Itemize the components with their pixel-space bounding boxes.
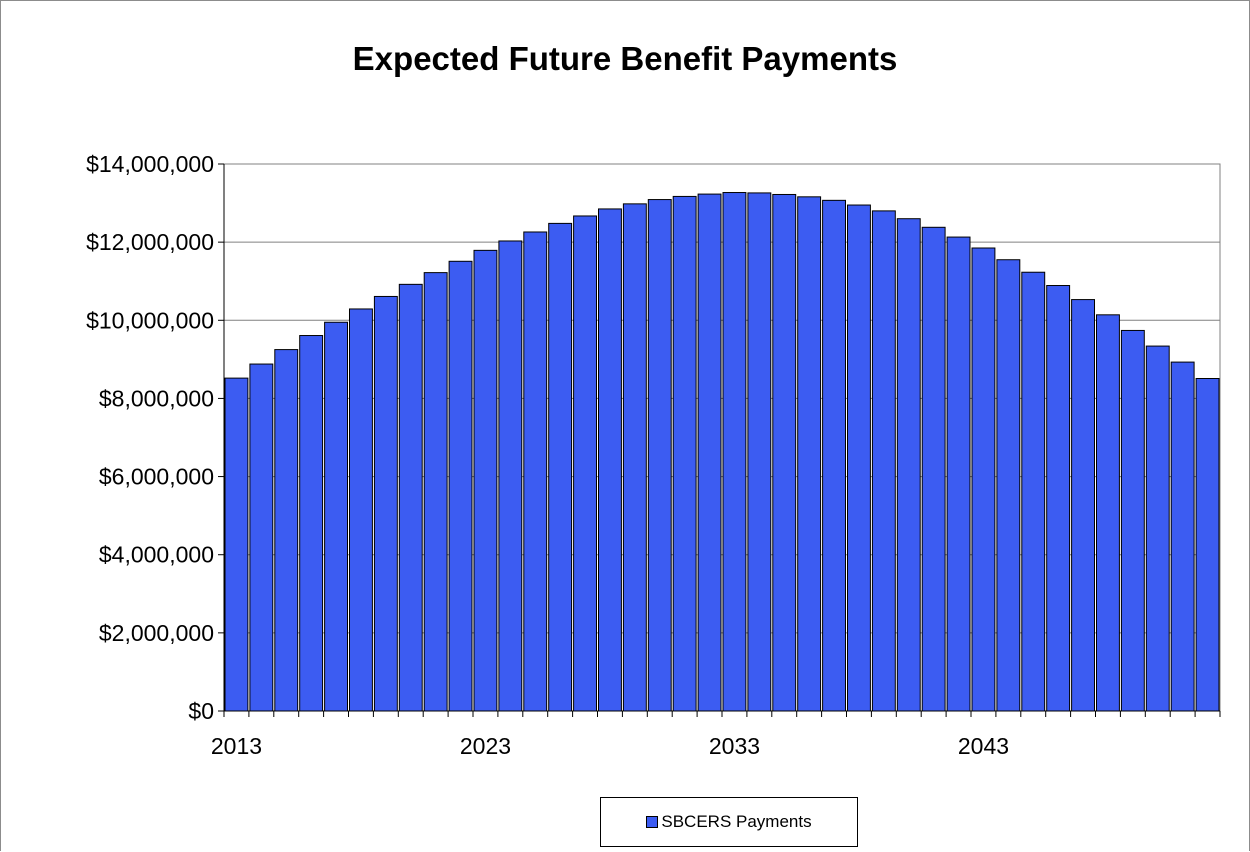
bar bbox=[697, 193, 722, 712]
y-tick-label: $10,000,000 bbox=[86, 307, 214, 333]
x-tick-label: 2013 bbox=[211, 733, 262, 759]
bar bbox=[349, 308, 373, 712]
bar bbox=[822, 199, 846, 712]
bar bbox=[274, 349, 299, 712]
x-tick-label: 2043 bbox=[958, 733, 1009, 759]
bar bbox=[896, 218, 921, 712]
bar bbox=[224, 377, 249, 712]
bar bbox=[996, 259, 1021, 712]
legend-label: SBCERS Payments bbox=[661, 812, 812, 831]
plot-area bbox=[223, 163, 1221, 712]
y-tick-label: $8,000,000 bbox=[99, 385, 214, 411]
bar bbox=[1021, 271, 1046, 712]
bar bbox=[797, 196, 822, 712]
bar bbox=[1195, 378, 1220, 712]
legend: SBCERS Payments bbox=[600, 797, 858, 847]
bar bbox=[573, 215, 597, 712]
bar bbox=[747, 192, 772, 712]
bar bbox=[324, 321, 349, 712]
bar bbox=[1170, 361, 1195, 712]
bar bbox=[249, 363, 274, 712]
bar bbox=[1120, 329, 1145, 712]
bar bbox=[448, 260, 473, 712]
x-tick-label: 2033 bbox=[709, 733, 760, 759]
bar bbox=[1071, 299, 1095, 712]
y-tick-label: $14,000,000 bbox=[86, 151, 214, 177]
bar bbox=[523, 231, 548, 712]
x-tick-label: 2023 bbox=[460, 733, 511, 759]
bar bbox=[1145, 345, 1170, 712]
bar bbox=[598, 208, 622, 712]
y-tick-label: $12,000,000 bbox=[86, 229, 214, 255]
bar bbox=[946, 236, 971, 712]
bar bbox=[847, 204, 871, 712]
bar bbox=[1046, 285, 1071, 712]
bar bbox=[498, 240, 523, 712]
y-tick-label: $6,000,000 bbox=[99, 464, 214, 490]
bar bbox=[373, 295, 398, 712]
bar bbox=[772, 193, 797, 712]
bar bbox=[398, 283, 423, 712]
bar bbox=[871, 210, 896, 712]
y-tick-label: $4,000,000 bbox=[99, 542, 214, 568]
chart-title: Expected Future Benefit Payments bbox=[352, 40, 898, 77]
bar bbox=[971, 247, 996, 712]
bar bbox=[473, 249, 498, 712]
bar bbox=[722, 192, 747, 712]
bar bbox=[921, 226, 946, 712]
bar bbox=[423, 272, 448, 712]
bar bbox=[622, 203, 647, 712]
bar bbox=[647, 199, 672, 712]
bar bbox=[1096, 314, 1120, 712]
legend-swatch bbox=[646, 816, 659, 828]
y-tick-label: $0 bbox=[188, 698, 214, 724]
bar bbox=[672, 195, 697, 712]
bar bbox=[299, 335, 324, 712]
bar bbox=[548, 222, 573, 712]
y-tick-label: $2,000,000 bbox=[99, 620, 214, 646]
